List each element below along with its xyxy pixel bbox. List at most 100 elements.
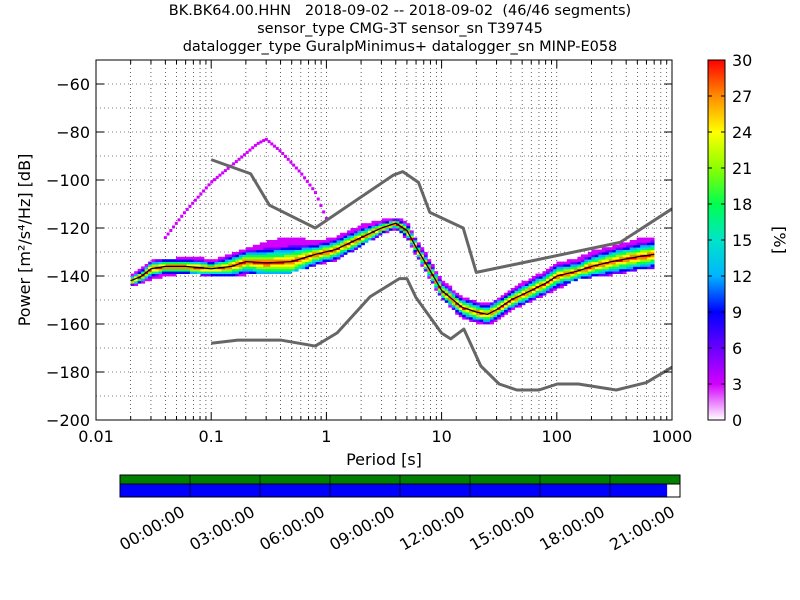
density-cell	[371, 220, 376, 224]
density-cell	[266, 240, 271, 243]
density-cell	[594, 249, 599, 253]
density-cell	[301, 242, 306, 246]
density-cell	[577, 264, 582, 267]
density-cell	[357, 242, 362, 246]
density-cell	[333, 259, 337, 262]
density-cell	[392, 218, 397, 222]
density-cell	[266, 271, 271, 274]
density-cell	[235, 256, 240, 260]
density-cell	[252, 244, 257, 248]
density-cell	[179, 266, 184, 270]
density-cell	[245, 268, 250, 272]
density-cell	[587, 259, 592, 262]
timeline-tick-label: 00:00:00	[116, 502, 188, 554]
density-cell	[256, 261, 261, 265]
density-cell	[238, 273, 243, 277]
density-cell	[221, 268, 226, 272]
density-cell	[591, 261, 596, 265]
density-cell	[584, 276, 589, 279]
density-cell	[518, 288, 522, 291]
density-cell	[448, 288, 453, 291]
density-cell	[556, 268, 561, 272]
density-cell	[249, 259, 254, 262]
density-cell	[437, 278, 442, 282]
density-cell	[238, 271, 243, 274]
density-cell	[566, 261, 571, 265]
density-cell	[210, 271, 215, 274]
colorbar-tick-label: 24	[732, 123, 752, 142]
upper-envelope-cell	[163, 236, 167, 240]
density-cell	[305, 266, 310, 270]
density-cell	[238, 264, 243, 267]
density-cell	[284, 252, 289, 255]
density-cell	[622, 242, 627, 246]
density-cell	[214, 264, 219, 267]
density-cell	[357, 235, 362, 238]
density-cell	[594, 259, 599, 262]
density-cell	[231, 261, 236, 265]
density-cell	[518, 290, 522, 294]
density-cell	[273, 244, 278, 248]
density-cell	[329, 242, 334, 246]
x-axis-label: Period [s]	[346, 450, 422, 469]
density-cell	[235, 271, 240, 274]
density-cell	[200, 256, 205, 260]
density-cell	[319, 256, 324, 260]
density-cell	[573, 264, 578, 267]
density-cell	[587, 252, 592, 255]
density-cell	[525, 283, 529, 286]
density-cell	[312, 256, 317, 260]
density-cell	[238, 259, 243, 262]
density-cell	[228, 254, 233, 258]
density-cell	[469, 316, 474, 320]
density-cell	[416, 244, 421, 248]
density-cell	[158, 264, 163, 267]
density-cell	[273, 247, 278, 250]
density-cell	[155, 268, 159, 272]
density-cell	[354, 244, 358, 248]
density-cell	[406, 237, 411, 241]
density-cell	[207, 273, 212, 277]
density-cell	[542, 290, 547, 294]
density-cell	[640, 259, 645, 262]
density-cell	[308, 242, 313, 246]
density-cell	[308, 240, 313, 243]
density-cell	[259, 252, 264, 255]
density-cell	[347, 235, 351, 238]
density-cell	[566, 273, 571, 277]
density-cell	[266, 259, 271, 262]
density-cell	[151, 273, 156, 277]
density-cell	[172, 261, 177, 265]
density-cell	[242, 254, 247, 258]
density-cell	[305, 242, 310, 246]
density-cell	[472, 304, 477, 308]
psd-coverage-bar	[120, 484, 668, 497]
density-cell	[287, 247, 292, 250]
density-cell	[329, 256, 334, 260]
density-cell	[196, 271, 201, 274]
density-cell	[162, 261, 166, 265]
density-cell	[598, 254, 603, 258]
upper-envelope-cell	[303, 176, 307, 180]
density-cell	[305, 247, 310, 250]
density-cell	[141, 266, 146, 270]
density-cell	[284, 249, 289, 253]
density-cell	[343, 240, 348, 243]
density-cell	[340, 247, 344, 250]
density-cell	[312, 244, 317, 248]
density-cell	[409, 232, 414, 236]
density-cell	[640, 261, 645, 265]
density-cell	[343, 244, 348, 248]
density-cell	[469, 302, 474, 306]
density-cell	[319, 261, 324, 265]
density-cell	[559, 276, 564, 279]
density-cell	[217, 264, 222, 267]
density-cell	[580, 273, 585, 277]
density-cell	[608, 259, 613, 262]
density-cell	[217, 268, 222, 272]
density-cell	[598, 266, 603, 270]
density-cell	[340, 242, 344, 246]
density-cell	[291, 247, 296, 250]
density-cell	[273, 240, 278, 243]
density-cell	[521, 288, 526, 291]
